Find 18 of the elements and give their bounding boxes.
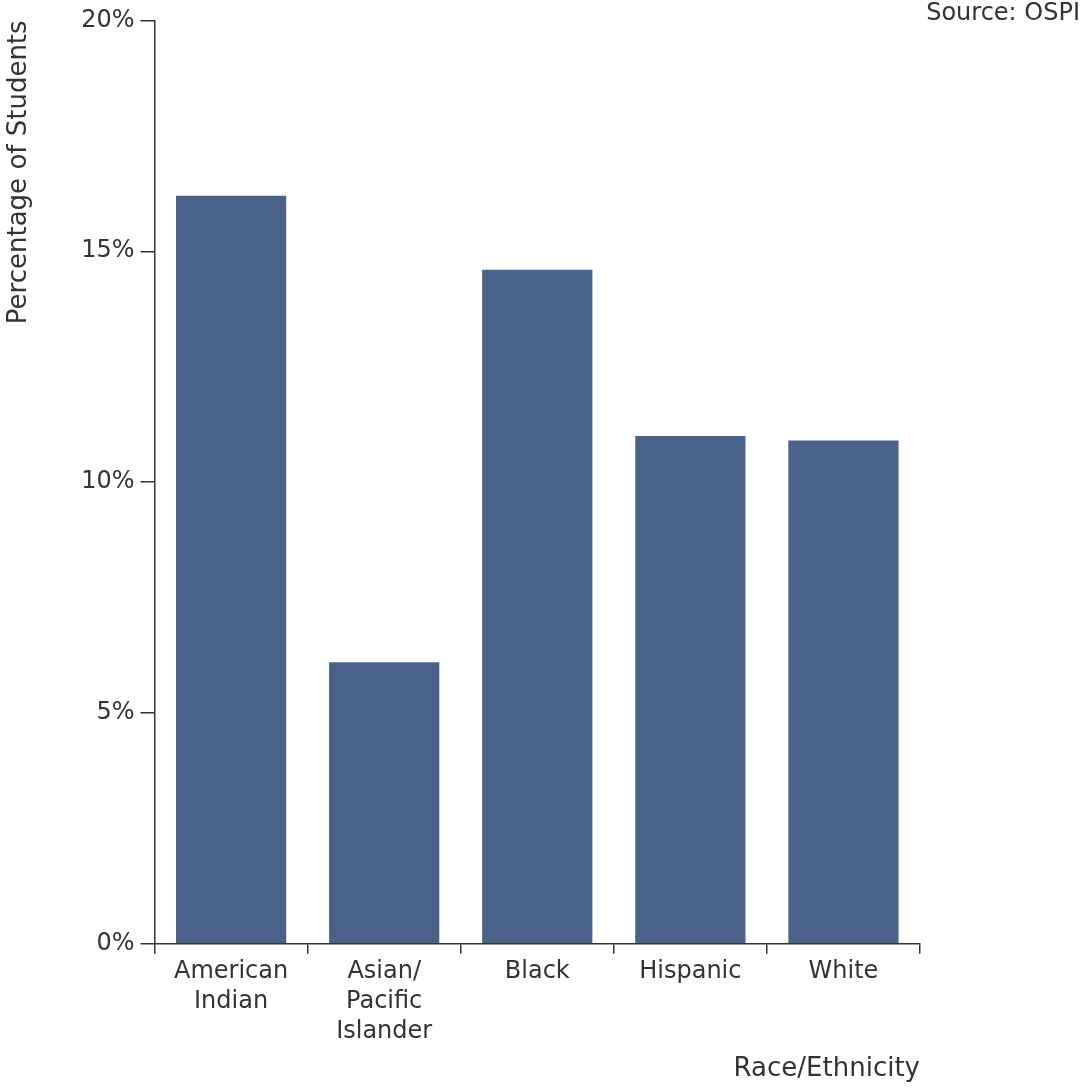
bar [175, 195, 287, 944]
bar [788, 440, 899, 944]
x-tick-label: White [808, 956, 879, 985]
x-tick-label: American Indian [173, 956, 289, 1015]
y-tick-label: 5% [96, 697, 135, 726]
x-tick-label: Asian/Pacific Islander [336, 956, 433, 1045]
y-tick-label: 10% [81, 466, 135, 495]
x-tick-label: Black [504, 956, 570, 985]
bar [329, 662, 440, 944]
y-axis-title: Percentage of Students [2, 20, 33, 325]
bar [482, 269, 593, 944]
x-axis-title: Race/Ethnicity [733, 1052, 920, 1083]
y-tick-label: 20% [81, 4, 135, 33]
bar [635, 435, 746, 944]
x-tick-label: Hispanic [639, 956, 742, 985]
source-note: Source: OSPI [926, 0, 1080, 27]
y-tick-label: 15% [81, 235, 135, 264]
y-tick-label: 0% [96, 928, 135, 957]
